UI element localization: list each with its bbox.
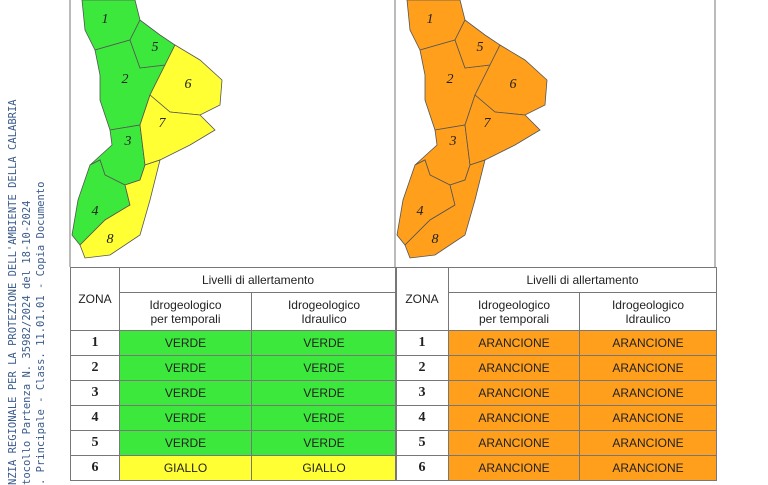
- zone-number: 2: [395, 355, 449, 381]
- row: 6 ARANCIONE ARANCIONE: [395, 455, 717, 481]
- alert-level: ARANCIONE: [579, 405, 717, 431]
- zone-label: 8: [107, 232, 114, 247]
- column-header: Idrogeologico Idraulico: [579, 292, 717, 331]
- zone-number: 6: [395, 455, 449, 481]
- alert-level: VERDE: [119, 355, 252, 381]
- zone-area: [139, 94, 216, 166]
- zone-label: 8: [432, 232, 439, 247]
- zone-label: 5: [152, 40, 159, 55]
- zone-label: 7: [159, 116, 167, 131]
- zone-number: 5: [395, 430, 449, 456]
- alert-table: ZONA Livelli di allertamento Idrogeologico…: [70, 267, 397, 481]
- zone-header: ZONA: [395, 267, 449, 331]
- alert-level: ARANCIONE: [448, 380, 580, 406]
- row: 3 ARANCIONE ARANCIONE: [395, 380, 717, 406]
- group-header: Livelli di allertamento: [448, 267, 717, 293]
- alert-level: VERDE: [119, 330, 252, 356]
- column-header: Idrogeologico per temporali: [448, 292, 580, 331]
- alert-level: ARANCIONE: [448, 430, 580, 456]
- zone-number: 2: [70, 355, 120, 381]
- zone-label: 4: [92, 204, 99, 219]
- zone-label: 2: [447, 72, 454, 87]
- alert-level: ARANCIONE: [579, 430, 717, 456]
- map: 1 2 3 4 5 6 7 8: [396, 0, 548, 259]
- zone-label: 5: [477, 40, 484, 55]
- zone-label: 2: [122, 72, 129, 87]
- row: 4 VERDE VERDE: [70, 405, 397, 431]
- zone-label: 1: [102, 12, 109, 27]
- row: Idrogeologico per temporali Idrogeologico…: [396, 292, 717, 331]
- zone-label: 3: [449, 134, 457, 149]
- alert-level: ARANCIONE: [448, 455, 580, 481]
- alert-level: ARANCIONE: [579, 330, 717, 356]
- alert-level: ARANCIONE: [579, 455, 717, 481]
- row: 2 ARANCIONE ARANCIONE: [395, 355, 717, 381]
- row: ZONA Livelli di allertamento: [70, 267, 397, 331]
- alert-level: VERDE: [251, 405, 397, 431]
- sidebar: NZIA REGIONALE PER LA PROTEZIONE DELL'AM…: [7, 99, 47, 485]
- alert-level: GIALLO: [119, 455, 252, 481]
- row: 1 VERDE VERDE: [70, 330, 397, 356]
- alert-level: ARANCIONE: [448, 355, 580, 381]
- zone-label: 7: [484, 116, 492, 131]
- row: 2 VERDE VERDE: [70, 355, 397, 381]
- zone-number: 1: [70, 330, 120, 356]
- zone-number: 3: [70, 380, 120, 406]
- row: 3 VERDE VERDE: [70, 380, 397, 406]
- zone-number: 4: [395, 405, 449, 431]
- zone-number: 5: [70, 430, 120, 456]
- alert-level: VERDE: [251, 355, 397, 381]
- map: 1 2 3 4 5 6 7 8: [71, 0, 223, 259]
- zone-label: 1: [427, 12, 434, 27]
- row: 6 GIALLO GIALLO: [70, 455, 397, 481]
- row: 5 ARANCIONE ARANCIONE: [395, 430, 717, 456]
- zone-number: 3: [395, 380, 449, 406]
- alert-level: VERDE: [251, 330, 397, 356]
- zone-label: 3: [124, 134, 132, 149]
- row: 5 VERDE VERDE: [70, 430, 397, 456]
- column-header: Idrogeologico per temporali: [119, 292, 252, 331]
- row: Idrogeologico per temporali Idrogeologico…: [71, 292, 397, 331]
- zone-number: 6: [70, 455, 120, 481]
- zone-label: 4: [417, 204, 424, 219]
- row: 4 ARANCIONE ARANCIONE: [395, 405, 717, 431]
- column-header: Idrogeologico Idraulico: [251, 292, 397, 331]
- zone-area: [79, 159, 161, 259]
- sidebar-line: tocollo Partenza N. 35982/2024 del 18-10…: [21, 201, 33, 485]
- alert-table: ZONA Livelli di allertamento Idrogeologico…: [395, 267, 717, 481]
- alert-level: VERDE: [119, 380, 252, 406]
- alert-level: GIALLO: [251, 455, 397, 481]
- zone-header: ZONA: [70, 267, 120, 331]
- sidebar-line: NZIA REGIONALE PER LA PROTEZIONE DELL'AM…: [7, 99, 19, 485]
- alert-level: VERDE: [119, 430, 252, 456]
- alert-level: VERDE: [251, 430, 397, 456]
- alert-level: ARANCIONE: [579, 355, 717, 381]
- alert-level: VERDE: [251, 380, 397, 406]
- sidebar-line: . Principale - Class. 11.01.01 - Copia D…: [35, 182, 47, 485]
- zone-label: 6: [185, 77, 192, 92]
- alert-level: ARANCIONE: [448, 405, 580, 431]
- zone-label: 6: [510, 77, 517, 92]
- alert-level: ARANCIONE: [579, 380, 717, 406]
- zone-area: [464, 94, 541, 166]
- row: 1 ARANCIONE ARANCIONE: [395, 330, 717, 356]
- group-header: Livelli di allertamento: [119, 267, 397, 293]
- zone-area: [404, 159, 486, 259]
- alert-level: VERDE: [119, 405, 252, 431]
- zone-number: 1: [395, 330, 449, 356]
- row: ZONA Livelli di allertamento: [395, 267, 717, 331]
- alert-level: ARANCIONE: [448, 330, 580, 356]
- zone-number: 4: [70, 405, 120, 431]
